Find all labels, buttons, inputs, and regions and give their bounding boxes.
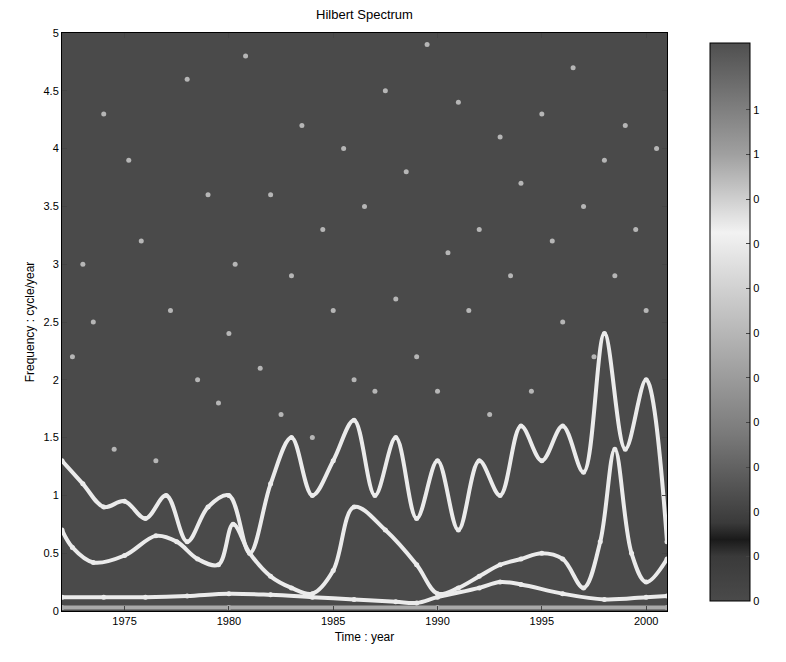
svg-text:Time : year: Time : year: [335, 630, 395, 644]
svg-text:0: 0: [753, 372, 759, 384]
svg-text:1: 1: [753, 104, 759, 116]
svg-text:0: 0: [753, 550, 759, 562]
svg-text:0: 0: [753, 193, 759, 205]
svg-text:0: 0: [753, 282, 759, 294]
svg-text:1995: 1995: [530, 615, 554, 627]
svg-text:5: 5: [53, 27, 59, 39]
svg-text:1985: 1985: [321, 615, 345, 627]
svg-text:1: 1: [753, 148, 759, 160]
svg-text:2.5: 2.5: [44, 316, 59, 328]
svg-text:1975: 1975: [112, 615, 136, 627]
svg-text:1.5: 1.5: [44, 431, 59, 443]
svg-text:2000: 2000: [634, 615, 658, 627]
svg-text:4.5: 4.5: [44, 85, 59, 97]
svg-text:0: 0: [53, 605, 59, 617]
svg-text:Frequency : cycle/year: Frequency : cycle/year: [23, 262, 37, 383]
svg-text:4: 4: [53, 142, 59, 154]
svg-text:1990: 1990: [425, 615, 449, 627]
svg-text:2: 2: [53, 374, 59, 386]
svg-text:0: 0: [753, 416, 759, 428]
svg-text:0: 0: [753, 238, 759, 250]
svg-text:0: 0: [753, 595, 759, 607]
svg-text:3: 3: [53, 258, 59, 270]
svg-text:1980: 1980: [217, 615, 241, 627]
svg-text:0.5: 0.5: [44, 547, 59, 559]
svg-text:Hilbert Spectrum: Hilbert Spectrum: [316, 7, 413, 22]
svg-text:1: 1: [53, 489, 59, 501]
svg-text:3.5: 3.5: [44, 200, 59, 212]
svg-text:0: 0: [753, 506, 759, 518]
svg-text:0: 0: [753, 327, 759, 339]
svg-text:0: 0: [753, 461, 759, 473]
